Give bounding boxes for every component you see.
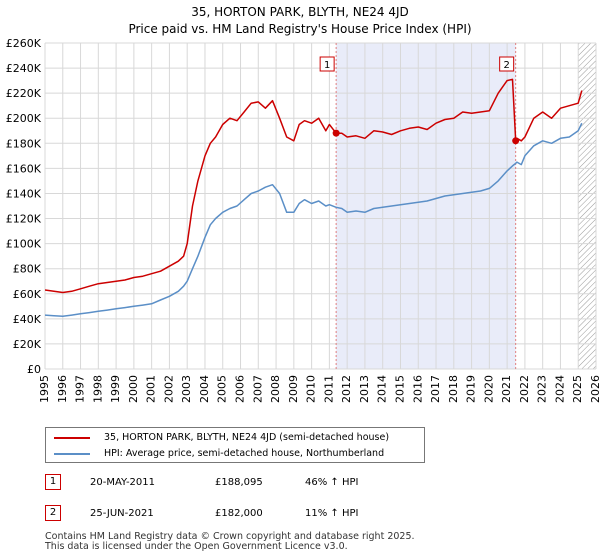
- x-tick-label: 1998: [91, 375, 104, 403]
- x-axis-ticks: 1995 1996 1997 1998 1999 2000 2001 2002 2003 2004…: [38, 375, 600, 403]
- transaction-badge: 2: [45, 505, 61, 521]
- marker-label: 2: [503, 60, 509, 71]
- marker-label: 1: [324, 60, 330, 71]
- y-tick-label: £260K: [6, 37, 42, 50]
- legend: 35, HORTON PARK, BLYTH, NE24 4JD (semi-d…: [45, 427, 425, 463]
- x-tick-label: 1996: [56, 375, 69, 403]
- x-tick-label: 1997: [74, 375, 87, 403]
- x-tick-label: 2026: [589, 375, 600, 403]
- x-tick-label: 2010: [305, 375, 318, 403]
- y-tick-label: £180K: [6, 137, 42, 150]
- x-tick-label: 1999: [109, 375, 122, 403]
- x-tick-label: 2011: [322, 375, 335, 403]
- transaction-date: 20-MAY-2011: [90, 477, 156, 488]
- x-tick-label: 2001: [145, 375, 158, 403]
- transaction-price: £182,000: [215, 508, 263, 519]
- y-tick-label: £220K: [6, 87, 42, 100]
- x-tick-label: 2018: [447, 375, 460, 403]
- shaded-region: [336, 43, 516, 369]
- y-tick-label: £240K: [6, 62, 42, 75]
- forecast-hatch: [578, 43, 596, 369]
- y-axis-ticks: £0 £20K £40K £60K £80K £100K £120K £140K £160K £1…: [6, 37, 42, 376]
- x-tick-label: 2016: [411, 375, 424, 403]
- footer: Contains HM Land Registry data © Crown c…: [45, 532, 415, 552]
- x-tick-label: 1995: [38, 375, 51, 403]
- series-line: [45, 78, 583, 294]
- x-tick-label: 2023: [536, 375, 549, 403]
- y-tick-label: £80K: [13, 263, 42, 276]
- legend-item-property: 35, HORTON PARK, BLYTH, NE24 4JD (semi-d…: [54, 430, 389, 446]
- chart-subtitle: Price paid vs. HM Land Registry's House …: [128, 22, 471, 36]
- x-tick-label: 2003: [180, 375, 193, 403]
- x-tick-label: 2022: [518, 375, 531, 403]
- x-tick-label: 2024: [553, 375, 566, 403]
- x-tick-label: 2019: [465, 375, 478, 403]
- footer-licence: This data is licensed under the Open Gov…: [45, 541, 348, 552]
- footer-copyright: Contains HM Land Registry data © Crown c…: [45, 531, 415, 542]
- x-tick-label: 2005: [216, 375, 229, 403]
- x-tick-label: 2006: [234, 375, 247, 403]
- x-tick-label: 2007: [251, 375, 264, 403]
- x-tick-label: 2020: [482, 375, 495, 403]
- x-tick-label: 2021: [500, 375, 513, 403]
- transaction-badge: 1: [45, 474, 61, 490]
- x-tick-label: 2015: [393, 375, 406, 403]
- y-tick-label: £40K: [13, 313, 42, 326]
- marker-badge: [499, 56, 515, 72]
- x-tick-label: 2004: [198, 375, 211, 403]
- transaction-price: £188,095: [215, 477, 263, 488]
- y-tick-label: £140K: [6, 187, 42, 200]
- sale-point: [332, 129, 340, 137]
- series-line: [45, 122, 583, 318]
- sale-point: [512, 137, 520, 145]
- y-tick-label: £20K: [13, 338, 42, 351]
- y-tick-label: £60K: [13, 288, 42, 301]
- x-tick-label: 2013: [358, 375, 371, 403]
- marker-badge: [319, 56, 335, 72]
- y-tick-label: £160K: [6, 162, 42, 175]
- legend-swatch-hpi: [54, 452, 90, 455]
- x-tick-label: 2009: [287, 375, 300, 403]
- y-tick-label: £200K: [6, 112, 42, 125]
- legend-swatch-property: [54, 436, 90, 439]
- sale-points: [332, 129, 520, 145]
- x-tick-label: 2002: [162, 375, 175, 403]
- transaction-hpi: 11% ↑ HPI: [305, 508, 359, 519]
- price-chart: 35, HORTON PARK, BLYTH, NE24 4JD Price p…: [6, 5, 600, 403]
- y-tick-label: £120K: [6, 213, 42, 226]
- x-tick-label: 2017: [429, 375, 442, 403]
- y-tick-label: £0: [27, 363, 41, 376]
- series-lines: [45, 78, 583, 318]
- x-tick-label: 2000: [127, 375, 140, 403]
- x-tick-label: 2025: [571, 375, 584, 403]
- transaction-date: 25-JUN-2021: [90, 508, 154, 519]
- legend-label-hpi: HPI: Average price, semi-detached house,…: [104, 448, 385, 459]
- legend-item-hpi: HPI: Average price, semi-detached house,…: [54, 446, 384, 462]
- transaction-hpi: 46% ↑ HPI: [305, 477, 359, 488]
- legend-label-property: 35, HORTON PARK, BLYTH, NE24 4JD (semi-d…: [104, 432, 390, 443]
- x-tick-label: 2008: [269, 375, 282, 403]
- x-tick-label: 2014: [376, 375, 389, 403]
- chart-title: 35, HORTON PARK, BLYTH, NE24 4JD: [191, 5, 409, 19]
- y-tick-label: £100K: [6, 238, 42, 251]
- x-tick-label: 2012: [340, 375, 353, 403]
